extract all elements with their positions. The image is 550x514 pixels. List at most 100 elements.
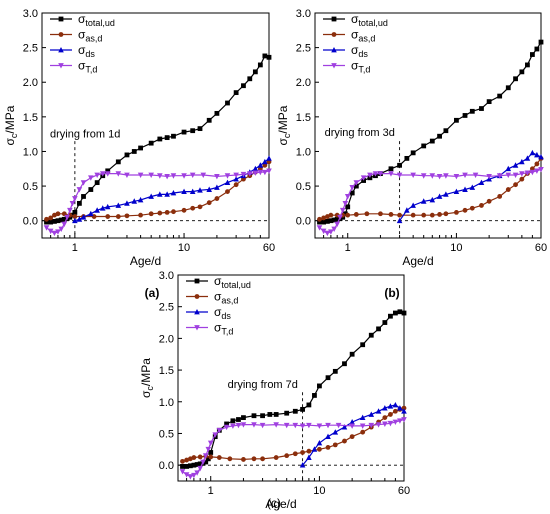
panel-label: (a) <box>145 286 160 300</box>
data-point <box>486 173 492 180</box>
data-point <box>368 411 375 417</box>
data-point <box>266 155 272 161</box>
data-point <box>341 424 348 430</box>
data-point <box>72 217 78 224</box>
data-point <box>131 149 137 154</box>
data-point <box>76 187 83 193</box>
y-tick-label: 1.0 <box>296 146 311 158</box>
plot-frame <box>314 12 542 239</box>
data-point <box>94 207 100 213</box>
data-point <box>80 214 87 220</box>
panel-label: (c) <box>267 496 281 510</box>
data-point <box>397 309 403 315</box>
data-point <box>236 417 241 422</box>
data-point <box>197 187 203 193</box>
data-point <box>200 172 207 178</box>
data-point <box>251 413 257 419</box>
data-point <box>48 219 54 225</box>
data-point <box>70 212 75 218</box>
legend-marker <box>58 32 64 37</box>
data-point <box>197 454 203 460</box>
data-point <box>88 187 94 192</box>
data-point <box>519 158 525 165</box>
data-point <box>200 459 206 465</box>
series-sigma_ds <box>396 149 544 224</box>
data-point <box>181 188 187 195</box>
legend-marker <box>331 32 337 37</box>
y-tick-label: 0.0 <box>296 216 311 228</box>
data-point <box>320 228 327 235</box>
data-point <box>197 126 203 132</box>
data-point <box>214 184 220 190</box>
data-point <box>187 463 193 469</box>
data-point <box>51 230 58 237</box>
data-point <box>513 76 518 82</box>
data-point <box>61 221 68 228</box>
data-point <box>115 159 121 165</box>
data-point <box>534 46 540 52</box>
data-point <box>52 218 57 224</box>
data-point <box>241 415 246 421</box>
panel-label: (b) <box>384 286 399 300</box>
data-point <box>189 188 196 195</box>
data-point <box>55 218 61 224</box>
data-point <box>230 423 236 429</box>
data-point <box>306 402 312 408</box>
data-point <box>124 213 130 219</box>
data-point <box>349 419 355 425</box>
data-point <box>331 217 337 223</box>
data-point <box>76 216 83 222</box>
data-point <box>443 211 449 217</box>
data-point <box>233 182 239 188</box>
x-axis-label: Age/d <box>402 254 433 268</box>
data-point <box>214 196 220 201</box>
data-point <box>230 418 236 424</box>
data-point <box>194 462 200 467</box>
chart-panel-2: 0.0 0.5 1.0 1.5 2.0 2.5 3.0 1 10 60 Age/d σc/MPa dry… <box>276 8 547 268</box>
data-point <box>387 420 394 427</box>
data-point <box>388 171 394 177</box>
data-point <box>404 207 410 213</box>
data-point <box>519 69 525 75</box>
data-point <box>353 180 360 186</box>
data-point <box>324 230 331 237</box>
x-tick-label: 1 <box>345 242 351 254</box>
data-point <box>273 422 279 428</box>
data-point <box>299 423 306 429</box>
data-point <box>316 423 323 429</box>
data-point <box>283 422 290 429</box>
data-point <box>375 422 382 428</box>
data-point <box>300 450 305 455</box>
y-tick-label: 1.5 <box>23 112 38 124</box>
plot-frame <box>41 12 270 239</box>
data-point <box>64 214 70 221</box>
data-point <box>479 106 484 111</box>
data-point <box>420 198 427 204</box>
data-point <box>190 205 196 211</box>
data-point <box>429 212 435 218</box>
data-point <box>58 226 65 232</box>
data-point <box>181 207 187 213</box>
data-point <box>148 172 154 178</box>
data-point <box>88 210 94 217</box>
data-point <box>388 212 394 217</box>
legend-entry: σas,d <box>78 28 102 44</box>
data-point <box>472 172 479 178</box>
data-point <box>137 172 144 178</box>
data-point <box>171 133 176 139</box>
data-point <box>164 191 170 197</box>
x-tick-label: 10 <box>313 485 325 497</box>
data-point <box>359 414 366 421</box>
data-point <box>207 440 214 446</box>
data-point <box>538 39 544 45</box>
legend-marker <box>58 63 64 69</box>
data-point <box>312 393 317 398</box>
x-tick-label: 10 <box>178 242 190 254</box>
data-point <box>469 108 475 114</box>
legend-marker <box>58 16 64 22</box>
data-point <box>262 53 268 59</box>
data-point <box>124 200 130 206</box>
data-point <box>306 422 312 429</box>
data-point <box>137 196 144 203</box>
